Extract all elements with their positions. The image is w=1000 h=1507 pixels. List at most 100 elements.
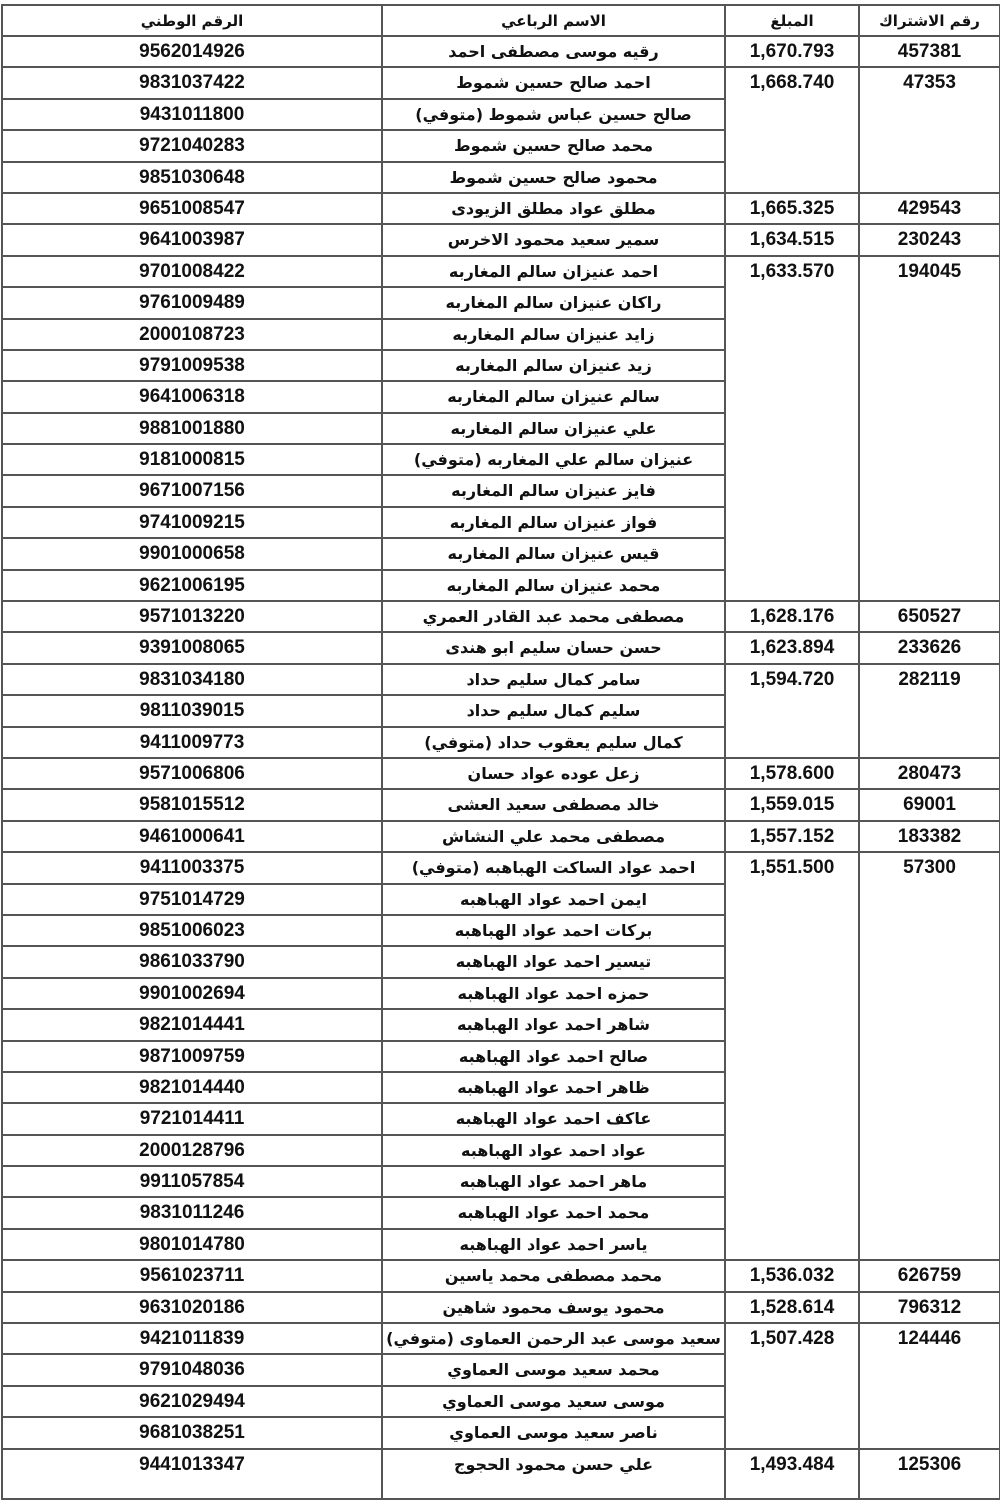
- full-name-cell: سامر كمال سليم حداد: [381, 662, 726, 697]
- table-row: 9621029494 موسى سعيد موسى العماوي: [1, 1384, 1000, 1419]
- national-id-cell: 9571013220: [1, 600, 383, 634]
- table-row: 9562014926 رقيه موسى مصطفى احمد 1,670.793 4…: [1, 34, 1000, 69]
- header-row: الرقم الوطني الاسم الرباعي المبلغ رقم ال…: [1, 4, 1000, 37]
- table-row: 9641003987 سمير سعيد محمود الاخرس 1,634.51…: [1, 223, 1000, 257]
- subscription-no-cell: 796312: [858, 1290, 1000, 1325]
- full-name-cell: عاكف احمد عواد الهباهبه: [381, 1102, 726, 1136]
- table-row: 9741009215 فواز عنيزان سالم المغاربه: [1, 505, 1000, 540]
- amount-cell: 1,670.793: [724, 34, 860, 69]
- full-name-cell: صالح حسين عباس شموط (متوفي): [381, 97, 726, 132]
- amount-cell: 1,507.428: [724, 1322, 860, 1450]
- national-id-cell: 2000108723: [1, 317, 383, 351]
- subscription-no-cell: 650527: [858, 600, 1000, 634]
- subscription-no-cell: 47353: [858, 66, 1000, 194]
- table-row: 9881001880 علي عنيزان سالم المغاربه: [1, 411, 1000, 446]
- amount-cell: 1,578.600: [724, 756, 860, 791]
- national-id-cell: 9741009215: [1, 505, 383, 540]
- full-name-cell: سالم عنيزان سالم المغاربه: [381, 380, 726, 414]
- table-row: 9571013220 مصطفى محمد عبد القادر العمري 1,…: [1, 600, 1000, 634]
- subscription-no-cell: 457381: [858, 34, 1000, 69]
- amount-cell: 1,559.015: [724, 788, 860, 822]
- national-id-cell: 9851030648: [1, 160, 383, 194]
- table-row: 9411009773 كمال سليم يعقوب حداد (متوفي): [1, 725, 1000, 759]
- full-name-cell: حمزه احمد عواد الهباهبه: [381, 976, 726, 1011]
- amount-cell: 1,623.894: [724, 631, 860, 665]
- full-name-cell: محمد صالح حسين شموط: [381, 129, 726, 163]
- national-id-cell: 9901002694: [1, 976, 383, 1011]
- national-id-cell: 9621029494: [1, 1384, 383, 1419]
- national-id-cell: 9881001880: [1, 411, 383, 446]
- subscription-no-cell: 125306: [858, 1447, 1000, 1500]
- amount-cell: 1,628.176: [724, 600, 860, 634]
- table-row: 9831037422 احمد صالح حسين شموط 1,668.740 47…: [1, 66, 1000, 194]
- full-name-cell: محمد احمد عواد الهباهبه: [381, 1196, 726, 1230]
- national-id-cell: 9911057854: [1, 1165, 383, 1199]
- table-row: 9811039015 سليم كمال سليم حداد: [1, 694, 1000, 728]
- national-id-cell: 9562014926: [1, 34, 383, 69]
- national-id-cell: 9821014440: [1, 1070, 383, 1105]
- table-row: 9641006318 سالم عنيزان سالم المغاربه: [1, 380, 1000, 414]
- table-row: 9901000658 قيس عنيزان سالم المغاربه: [1, 537, 1000, 571]
- table-body: 9562014926 رقيه موسى مصطفى احمد 1,670.793 4…: [1, 34, 1000, 1500]
- full-name-cell: ظاهر احمد عواد الهباهبه: [381, 1070, 726, 1105]
- table-row: 9651008547 مطلق عواد مطلق الزيودى 1,665.32…: [1, 191, 1000, 226]
- subscription-no-cell: 183382: [858, 819, 1000, 854]
- full-name-cell: سليم كمال سليم حداد: [381, 694, 726, 728]
- subscription-no-cell: 282119: [858, 662, 1000, 759]
- header-amount: المبلغ: [724, 4, 860, 37]
- table-row: 9861033790 تيسير احمد عواد الهباهبه: [1, 945, 1000, 979]
- full-name-cell: محمد عنيزان سالم المغاربه: [381, 568, 726, 603]
- table-row: 9721014411 عاكف احمد عواد الهباهبه: [1, 1102, 1000, 1136]
- full-name-cell: تيسير احمد عواد الهباهبه: [381, 945, 726, 979]
- national-id-cell: 9761009489: [1, 286, 383, 320]
- full-name-cell: محمود يوسف محمود شاهين: [381, 1290, 726, 1325]
- national-id-cell: 9571006806: [1, 756, 383, 791]
- national-id-cell: 9421011839: [1, 1322, 383, 1356]
- table-row: 9421011839 سعيد موسى عبد الرحمن العماوى (…: [1, 1322, 1000, 1450]
- national-id-cell: 9751014729: [1, 882, 383, 916]
- full-name-cell: عنيزان سالم علي المغاربه (متوفي): [381, 443, 726, 477]
- table-row: 9431011800 صالح حسين عباس شموط (متوفي): [1, 97, 1000, 132]
- full-name-cell: رقيه موسى مصطفى احمد: [381, 34, 726, 69]
- table-row: 9671007156 فايز عنيزان سالم المغاربه: [1, 474, 1000, 508]
- table-row: 9791009538 زيد عنيزان سالم المغاربه: [1, 348, 1000, 383]
- table-row: 9561023711 محمد مصطفى محمد ياسين 1,536.032…: [1, 1259, 1000, 1293]
- header-national-id: الرقم الوطني: [1, 4, 383, 37]
- national-id-cell: 9801014780: [1, 1227, 383, 1262]
- national-id-cell: 9461000641: [1, 819, 383, 854]
- full-name-cell: ناصر سعيد موسى العماوي: [381, 1416, 726, 1450]
- amount-cell: 1,665.325: [724, 191, 860, 226]
- table-row: 9581015512 خالد مصطفى سعيد العشى 1,559.015…: [1, 788, 1000, 822]
- table-row: 9391008065 حسن حسان سليم ابو هندى 1,623.89…: [1, 631, 1000, 665]
- header-full-name: الاسم الرباعي: [381, 4, 726, 37]
- national-id-cell: 9431011800: [1, 97, 383, 132]
- full-name-cell: شاهر احمد عواد الهباهبه: [381, 1008, 726, 1042]
- amount-cell: 1,551.500: [724, 851, 860, 1262]
- table-row: 9411003375 احمد عواد الساكت الهباهبه (متو…: [1, 851, 1000, 1262]
- full-name-cell: ياسر احمد عواد الهباهبه: [381, 1227, 726, 1262]
- national-id-cell: 9181000815: [1, 443, 383, 477]
- beneficiaries-table: الرقم الوطني الاسم الرباعي المبلغ رقم ال…: [1, 4, 1000, 1500]
- full-name-cell: سعيد موسى عبد الرحمن العماوى (متوفي): [381, 1322, 726, 1356]
- amount-cell: 1,528.614: [724, 1290, 860, 1325]
- full-name-cell: راكان عنيزان سالم المغاربه: [381, 286, 726, 320]
- national-id-cell: 9831034180: [1, 662, 383, 697]
- national-id-cell: 9701008422: [1, 254, 383, 289]
- subscription-no-cell: 124446: [858, 1322, 1000, 1450]
- full-name-cell: حسن حسان سليم ابو هندى: [381, 631, 726, 665]
- amount-cell: 1,634.515: [724, 223, 860, 257]
- national-id-cell: 9831037422: [1, 66, 383, 100]
- national-id-cell: 9631020186: [1, 1290, 383, 1325]
- full-name-cell: زايد عنيزان سالم المغاربه: [381, 317, 726, 351]
- national-id-cell: 9831011246: [1, 1196, 383, 1230]
- full-name-cell: كمال سليم يعقوب حداد (متوفي): [381, 725, 726, 759]
- table-row: 9871009759 صالح احمد عواد الهباهبه: [1, 1039, 1000, 1073]
- national-id-cell: 9721040283: [1, 129, 383, 163]
- full-name-cell: عواد احمد عواد الهباهبه: [381, 1133, 726, 1168]
- table-row: 9621006195 محمد عنيزان سالم المغاربه: [1, 568, 1000, 603]
- table-row: 9831034180 سامر كمال سليم حداد 1,594.720 28…: [1, 662, 1000, 759]
- table-row: 9181000815 عنيزان سالم علي المغاربه (متوف…: [1, 443, 1000, 477]
- amount-cell: 1,594.720: [724, 662, 860, 759]
- subscription-no-cell: 233626: [858, 631, 1000, 665]
- national-id-cell: 9411009773: [1, 725, 383, 759]
